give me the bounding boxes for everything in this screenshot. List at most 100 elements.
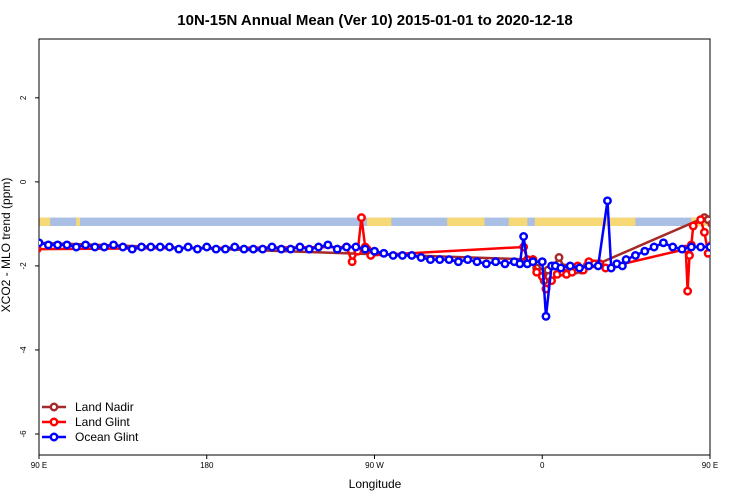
data-point [621,255,631,265]
data-point [398,250,407,260]
y-tick-label: -2 [19,262,28,270]
data-point [351,242,361,252]
data-point [727,237,733,243]
data-point [276,244,286,254]
data-point [593,261,603,271]
data-point [15,242,21,248]
data-point [304,244,314,254]
data-point [528,257,538,267]
land-segment [367,217,392,226]
series-layer [15,196,733,321]
data-point [720,233,726,239]
land-segment [534,217,636,226]
data-point [707,219,710,228]
data-point [323,240,333,250]
data-point [81,240,91,250]
data-point [248,244,258,254]
data-point [165,242,174,252]
data-point [127,244,137,254]
data-point [500,259,510,269]
data-point [724,242,730,248]
data-point [155,242,165,252]
data-point [286,244,296,254]
data-point [519,232,529,241]
data-point [137,242,146,252]
data-point [699,227,709,237]
x-tick-label: 90 E [31,461,47,470]
data-point [314,242,324,252]
legend-label: Ocean Glint [75,430,139,444]
data-point [174,244,184,254]
land-segment [447,217,485,226]
series-ocean-glint [39,196,710,321]
data-point [425,255,435,265]
x-tick-label: 0 [540,461,545,470]
data-point [683,286,693,296]
legend-marker [49,417,59,427]
data-point [407,250,417,260]
data-point [62,240,72,250]
land-segment [76,217,81,226]
legend-label: Land Nadir [75,400,134,414]
data-point [720,240,726,246]
data-point [537,257,547,267]
data-point [146,242,156,252]
legend-marker [49,402,59,412]
data-point [575,263,584,273]
data-point [712,235,718,241]
data-point [202,242,212,252]
data-point [39,245,42,254]
data-point [716,233,722,239]
data-point [388,250,398,260]
data-point [109,240,119,250]
data-point [724,235,730,241]
data-point [606,263,616,273]
data-point [453,257,463,267]
data-point [416,253,426,262]
data-point [491,257,501,267]
data-point [23,235,29,241]
data-point [347,257,357,267]
data-point [43,240,53,250]
data-point [685,250,694,260]
data-point [705,242,710,252]
data-point [472,257,482,267]
data-point [90,242,100,252]
y-tick-label: -6 [19,430,28,438]
data-point [26,237,32,243]
data-point [17,233,23,239]
data-point [686,242,696,252]
data-point [379,248,389,258]
data-point [658,238,668,248]
chart-title: 10N-15N Annual Mean (Ver 10) 2015-01-01 … [177,12,572,29]
data-point [21,235,27,241]
data-point [183,242,193,252]
data-point [556,263,566,273]
data-point [357,213,366,223]
data-point [360,244,370,254]
legend-label: Land Glint [75,415,130,429]
y-tick-label: 0 [19,179,28,184]
data-point [712,227,718,233]
data-point [727,242,733,248]
data-point [118,242,128,252]
data-point [463,255,473,265]
legend-marker [49,432,59,442]
data-point [39,238,44,248]
data-point [99,242,109,252]
data-point [258,244,268,254]
data-point [332,244,342,254]
data-point [716,231,722,237]
data-point [444,255,454,265]
data-point [342,242,351,252]
data-point [668,242,678,252]
data-point [696,215,706,225]
data-point [554,253,564,262]
data-point [584,261,594,271]
y-tick-label: 2 [19,95,28,100]
data-point [267,242,277,252]
data-point [696,242,706,252]
data-point [677,244,687,254]
